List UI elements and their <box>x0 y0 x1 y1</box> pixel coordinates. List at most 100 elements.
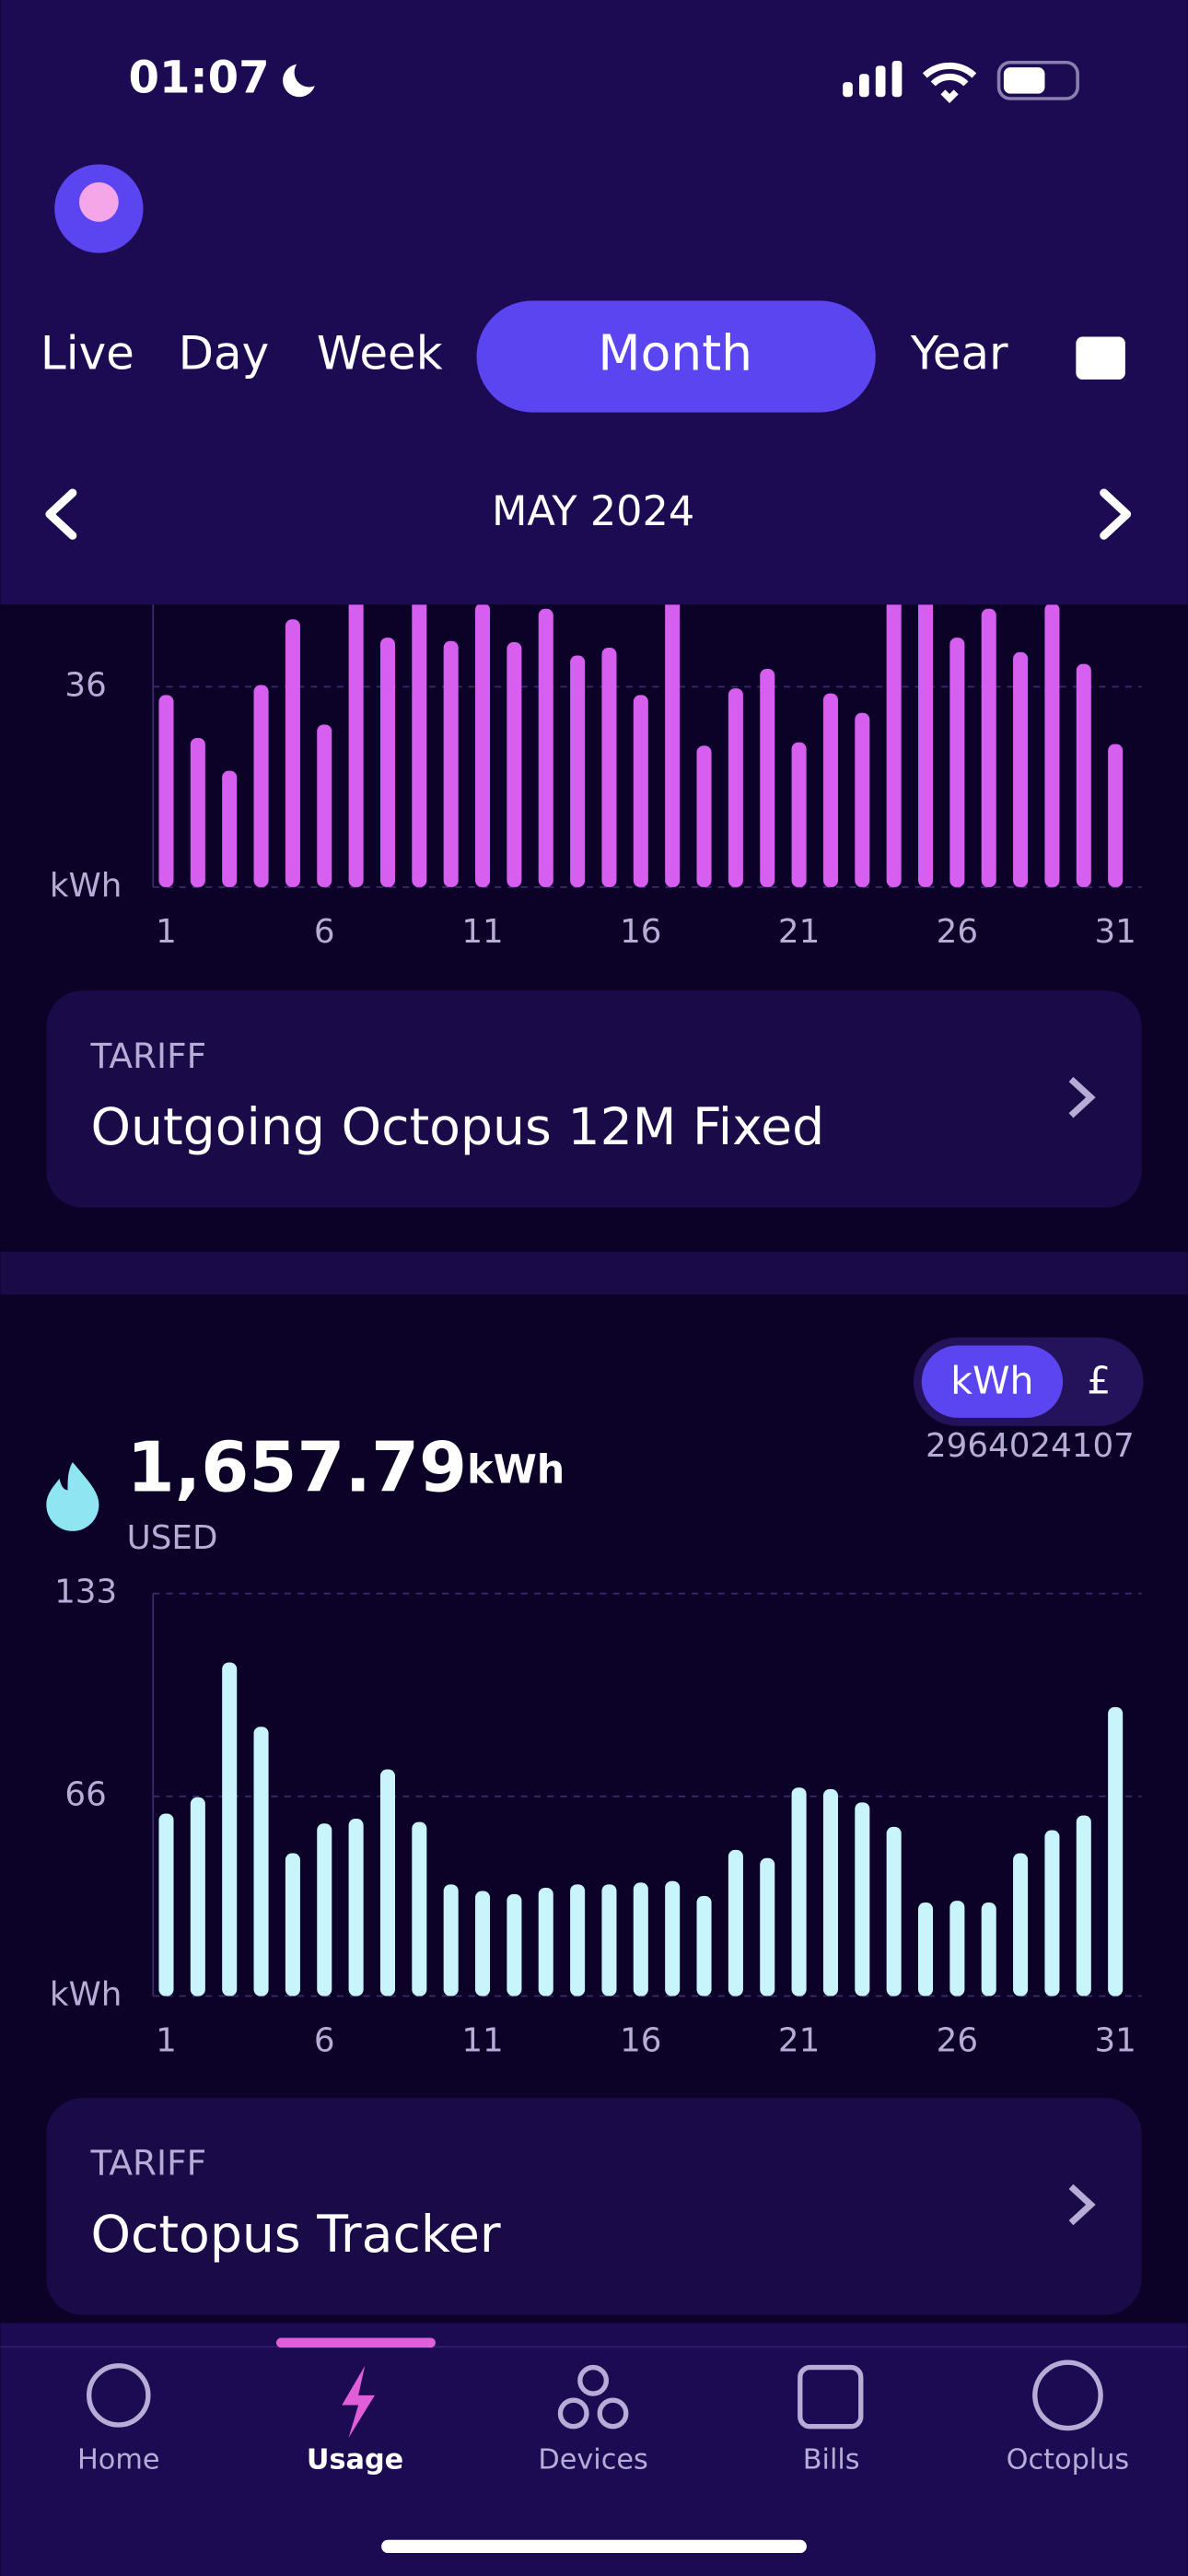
y-tick-label: kWh <box>50 867 122 905</box>
tariff-label: TARIFF <box>89 1036 206 1076</box>
bar <box>981 1903 996 1996</box>
tariff-label: TARIFF <box>89 2143 206 2184</box>
x-tick-label: 21 <box>778 913 820 951</box>
nav-icon <box>1032 2359 1103 2431</box>
x-tick-label: 26 <box>937 913 978 951</box>
period-arrows[interactable] <box>45 488 1132 540</box>
nav-label[interactable]: Octoplus <box>1007 2444 1130 2476</box>
bar <box>443 640 459 887</box>
toggle-pound[interactable]: £ <box>1087 1358 1111 1402</box>
x-tick-label: 1 <box>156 2021 177 2059</box>
x-tick-label: 31 <box>1094 913 1136 951</box>
bar <box>507 1893 522 1996</box>
tab-selected[interactable] <box>476 300 876 413</box>
bar <box>791 742 807 887</box>
bar <box>475 604 491 887</box>
bar <box>253 1727 269 1996</box>
gas-icon <box>46 1462 99 1531</box>
bar <box>412 1821 427 1996</box>
toggle-kwh[interactable]: kWh <box>950 1358 1033 1402</box>
bar <box>379 638 395 887</box>
bar <box>1108 1706 1124 1996</box>
battery-level <box>1003 67 1045 94</box>
nav-border <box>0 2346 1188 2348</box>
bar <box>317 1823 332 1996</box>
bar <box>253 685 269 887</box>
bar <box>158 695 174 887</box>
bar <box>917 1903 934 1996</box>
nav-icon <box>87 2363 151 2428</box>
clock: 01:07 <box>128 52 269 103</box>
usage-value: 1,657.79kWh <box>127 1426 565 1507</box>
tab[interactable]: Live <box>41 326 134 380</box>
bar <box>538 608 553 887</box>
nav-indicator <box>275 2337 436 2348</box>
tab[interactable]: Month <box>598 324 752 382</box>
y-tick-label: 36 <box>64 666 106 704</box>
tariff-card[interactable] <box>46 990 1142 1208</box>
tab[interactable]: Year <box>910 326 1008 380</box>
x-tick-label: 6 <box>314 913 335 951</box>
bar <box>633 695 648 887</box>
x-tick-label: 21 <box>778 2021 820 2059</box>
x-tick-label: 16 <box>620 913 661 951</box>
bar <box>981 608 996 887</box>
bar <box>696 745 712 887</box>
bar <box>760 669 775 887</box>
bar <box>317 724 332 887</box>
y-tick-label: 133 <box>54 1574 117 1611</box>
bar <box>760 1857 775 1996</box>
tariff-card[interactable] <box>46 2098 1142 2315</box>
bar <box>507 642 522 887</box>
bar <box>601 648 617 887</box>
bar <box>949 1901 965 1996</box>
wifi <box>922 62 977 104</box>
nav-label[interactable]: Bills <box>803 2444 860 2476</box>
bar <box>190 737 205 887</box>
nav-label[interactable]: Devices <box>538 2444 647 2476</box>
bar <box>665 604 681 887</box>
y-tick-label: kWh <box>50 1976 122 2014</box>
toggle-selected[interactable] <box>921 1345 1064 1418</box>
bar <box>222 770 238 887</box>
bar <box>412 604 427 887</box>
bar <box>570 1884 586 1996</box>
bar <box>1044 1830 1060 1996</box>
bar <box>285 619 300 887</box>
bar <box>601 1884 617 1996</box>
bar <box>570 655 586 887</box>
tab[interactable]: Day <box>179 326 270 380</box>
bar <box>949 638 965 887</box>
bar <box>1076 663 1091 887</box>
x-tick-label: 1 <box>156 913 177 951</box>
bar <box>855 712 870 887</box>
nav-label[interactable]: Home <box>77 2444 159 2476</box>
tariff-name: Outgoing Octopus 12M Fixed <box>90 1098 824 1157</box>
bar <box>1013 1853 1029 1996</box>
nav-label[interactable]: Usage <box>307 2444 403 2476</box>
x-tick-label: 26 <box>937 2021 978 2059</box>
battery <box>996 60 1079 100</box>
bar <box>822 1788 838 1996</box>
bar <box>728 1849 743 1996</box>
bar <box>1108 744 1124 887</box>
nav-icon <box>557 2364 629 2430</box>
calendar[interactable] <box>1076 336 1125 380</box>
bar <box>475 1891 491 1996</box>
tab[interactable]: Week <box>317 326 443 380</box>
bar <box>348 604 364 887</box>
bar <box>285 1853 300 1996</box>
period: MAY 2024 <box>492 487 694 535</box>
bar <box>1013 651 1029 887</box>
bar <box>886 1826 902 1996</box>
bar <box>222 1662 238 1996</box>
nav-icon <box>798 2364 864 2430</box>
y-tick-label: 66 <box>64 1776 106 1814</box>
bar <box>696 1895 712 1996</box>
bar <box>379 1769 395 1996</box>
x-tick-label: 11 <box>461 913 503 951</box>
